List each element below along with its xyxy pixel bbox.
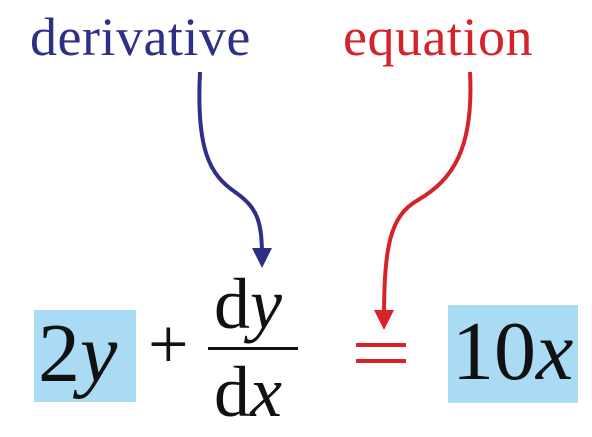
equals-sign <box>356 343 406 365</box>
denominator-variable: x <box>250 352 282 432</box>
equation-label: equation <box>343 7 533 67</box>
left-term: 2y <box>38 312 117 396</box>
fraction-denominator: dx <box>214 356 282 428</box>
plus-sign: + <box>148 304 189 384</box>
right-term: 10x <box>452 310 573 394</box>
equation-arrow <box>374 71 473 330</box>
left-variable: y <box>80 307 118 400</box>
right-variable: x <box>536 305 574 398</box>
fraction-bar <box>208 347 298 350</box>
right-coefficient: 10 <box>452 305 536 398</box>
right-term-highlight <box>448 305 578 403</box>
fraction-numerator: dy <box>214 268 282 340</box>
derivative-arrow <box>197 71 272 268</box>
numerator-variable: y <box>250 264 282 344</box>
derivative-label: derivative <box>30 7 251 67</box>
equals-bar-top <box>356 343 406 347</box>
denominator-d: d <box>214 352 250 432</box>
equals-bar-bottom <box>356 359 406 363</box>
left-coefficient: 2 <box>38 307 80 400</box>
numerator-d: d <box>214 264 250 344</box>
left-term-highlight <box>34 310 136 402</box>
